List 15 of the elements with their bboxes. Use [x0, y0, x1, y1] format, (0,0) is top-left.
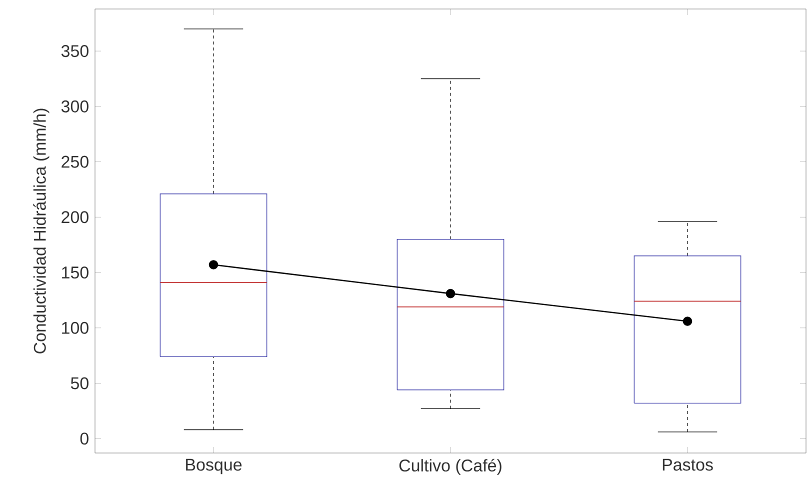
y-tick-label: 200: [62, 211, 88, 224]
point: [446, 288, 456, 298]
y-tick-label: 50: [70, 377, 88, 390]
y-tick-label: 300: [61, 100, 88, 112]
y-tick-label: 0: [80, 432, 88, 445]
y-axis-title: Conductividad Hidráulica (mm/h): [33, 108, 50, 354]
y-tick-label: 100: [62, 322, 88, 334]
x-tick-label: Pastos: [662, 458, 713, 471]
x-tick-label: Cultivo (Café): [399, 458, 502, 475]
x-tick-label: Bosque: [186, 458, 242, 474]
y-tick-label: 350: [61, 45, 88, 58]
y-tick-label: 250: [62, 156, 88, 168]
y-tick-label: 150: [62, 266, 88, 279]
point: [682, 316, 692, 326]
point: [208, 260, 218, 270]
